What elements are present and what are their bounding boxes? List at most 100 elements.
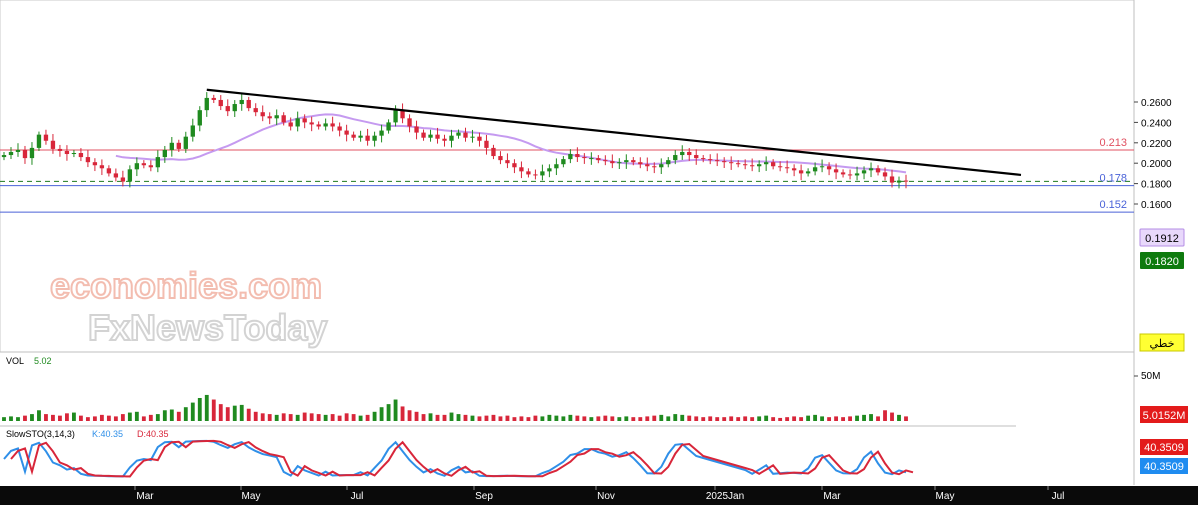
candle <box>596 155 601 164</box>
price-axis-label: 0.1600 <box>1141 200 1172 211</box>
candle <box>36 131 42 151</box>
volume-bar <box>344 413 349 421</box>
volume-bar <box>253 411 258 421</box>
price-axis-label: 0.2000 <box>1141 159 1172 170</box>
volume-bar <box>407 410 412 421</box>
volume-bar <box>330 414 335 421</box>
candle <box>386 119 391 134</box>
candle <box>407 114 412 133</box>
candle <box>176 139 181 152</box>
volume-bar <box>890 412 894 421</box>
candle <box>763 156 769 171</box>
volume-bar <box>645 416 650 421</box>
candle <box>812 162 818 176</box>
volume-bar <box>141 416 146 421</box>
candle <box>1 151 7 161</box>
volume-bar <box>225 407 230 421</box>
candle <box>169 136 174 157</box>
time-axis-label: 2025Jan <box>706 491 744 502</box>
volume-bar <box>442 414 447 421</box>
chart-type-button[interactable]: خطي <box>1139 333 1185 352</box>
candle <box>253 103 258 117</box>
volume-bar <box>820 416 825 421</box>
horizontal-levels <box>0 149 1134 213</box>
volume-bar <box>610 416 615 421</box>
volume-bar <box>239 404 244 421</box>
volume-bar <box>78 415 83 421</box>
stochastic-d-line <box>10 439 914 478</box>
candle <box>756 160 762 173</box>
volume-bar <box>904 416 908 421</box>
stochastic-badge-bottom: 40.3509 <box>1140 458 1188 474</box>
candle <box>120 170 126 187</box>
volume-bar <box>9 416 13 421</box>
volume-bar <box>400 406 405 421</box>
candles <box>1 92 909 189</box>
volume-bar <box>295 414 300 421</box>
volume-bar <box>638 417 643 421</box>
candle <box>568 149 573 164</box>
candle <box>204 92 209 117</box>
time-axis-label: Jul <box>1052 491 1065 502</box>
volume-bar <box>428 413 433 421</box>
candle <box>547 164 552 178</box>
candle <box>896 176 902 189</box>
candle <box>798 164 804 181</box>
last-price-value: 0.1820 <box>1145 256 1179 268</box>
candle <box>631 157 636 166</box>
candle <box>687 148 692 161</box>
candle <box>868 162 874 178</box>
volume-bar <box>456 414 461 421</box>
candle <box>617 158 622 170</box>
chart-type-label[interactable]: خطي <box>1150 338 1175 350</box>
candle <box>183 131 188 153</box>
candle <box>15 143 21 157</box>
candle <box>197 106 202 132</box>
volume-bar <box>897 414 901 421</box>
volume-bar <box>659 414 664 421</box>
volume-bar <box>106 415 111 421</box>
level-label: 0.152 <box>1099 199 1127 211</box>
candle <box>64 145 70 161</box>
volume-bar <box>512 417 517 421</box>
candle <box>610 154 615 169</box>
candle <box>777 161 783 172</box>
volume-value: 5.02 <box>34 356 52 366</box>
candle <box>652 162 657 174</box>
candle <box>127 165 133 188</box>
volume-bar <box>673 414 678 421</box>
volume-bar <box>99 414 104 421</box>
watermark: economies.com FxNewsToday <box>49 264 328 349</box>
candle <box>582 153 587 164</box>
volume-bar <box>162 410 167 421</box>
volume-bar <box>435 414 440 421</box>
volume-bar <box>869 414 873 421</box>
candle <box>274 109 279 126</box>
volume-bar <box>386 404 391 421</box>
volume-bar <box>778 417 783 421</box>
candle <box>875 165 881 176</box>
volume-bar <box>372 411 377 421</box>
candle <box>526 168 531 178</box>
candle <box>729 156 734 170</box>
volume-bar <box>736 417 741 421</box>
candle <box>155 150 160 173</box>
last-price-badge: 0.1820 <box>1140 252 1184 269</box>
candle <box>50 134 56 154</box>
volume-bar <box>666 416 671 421</box>
volume-bar <box>414 411 419 421</box>
candle <box>330 116 335 132</box>
stochastic-label: SlowSTO(3,14,3) <box>6 429 75 439</box>
downtrend-line <box>206 88 1022 177</box>
time-axis-label: Mar <box>136 491 154 502</box>
candle <box>603 155 608 166</box>
candle <box>379 124 384 143</box>
candle <box>8 147 14 160</box>
volume-bar <box>16 417 20 421</box>
candle <box>666 157 671 168</box>
volume-bar <box>211 399 216 421</box>
candle <box>819 159 825 173</box>
time-axis <box>0 486 1198 505</box>
price-axis-label: 0.1800 <box>1141 180 1172 191</box>
candle <box>861 166 867 180</box>
